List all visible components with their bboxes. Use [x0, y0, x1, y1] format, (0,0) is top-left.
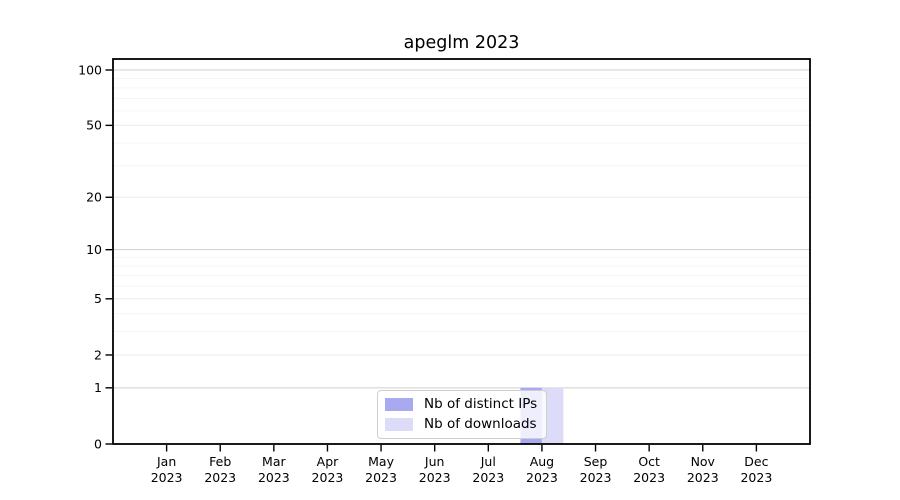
y-tick-label: 0	[94, 436, 102, 451]
x-tick-label: Dec 2023	[740, 454, 772, 485]
x-tick-label: Jul 2023	[472, 454, 504, 485]
x-tick-label: Jun 2023	[419, 454, 451, 485]
x-tick-label: Jan 2023	[151, 454, 183, 485]
plot-border	[112, 58, 811, 445]
y-tick-label: 5	[94, 291, 102, 306]
x-tick-label: Nov 2023	[687, 454, 719, 485]
y-tick-label: 2	[94, 347, 102, 362]
x-tick-label: Sep 2023	[580, 454, 612, 485]
y-tick-label: 10	[86, 242, 102, 257]
legend-item-downloads: Nb of downloads	[385, 417, 537, 432]
x-tick-label: Aug 2023	[526, 454, 558, 485]
legend-swatch-downloads	[385, 418, 413, 431]
bar-nb-of-downloads	[541, 387, 564, 444]
x-tick-label: May 2023	[365, 454, 397, 485]
x-tick-label: Mar 2023	[258, 454, 290, 485]
legend-swatch-distinct-ips	[385, 398, 413, 411]
legend: Nb of distinct IPs Nb of downloads	[377, 390, 548, 439]
y-tick-label: 1	[94, 380, 102, 395]
y-tick-label: 50	[86, 118, 102, 133]
x-tick-label: Feb 2023	[204, 454, 236, 485]
x-tick-label: Apr 2023	[312, 454, 344, 485]
y-tick-label: 100	[78, 62, 102, 77]
y-tick-label: 20	[86, 190, 102, 205]
legend-item-distinct-ips: Nb of distinct IPs	[385, 397, 537, 412]
x-tick-label: Oct 2023	[633, 454, 665, 485]
chart-title: apeglm 2023	[403, 33, 520, 53]
legend-label-distinct-ips: Nb of distinct IPs	[424, 396, 538, 412]
legend-label-downloads: Nb of downloads	[424, 416, 537, 432]
